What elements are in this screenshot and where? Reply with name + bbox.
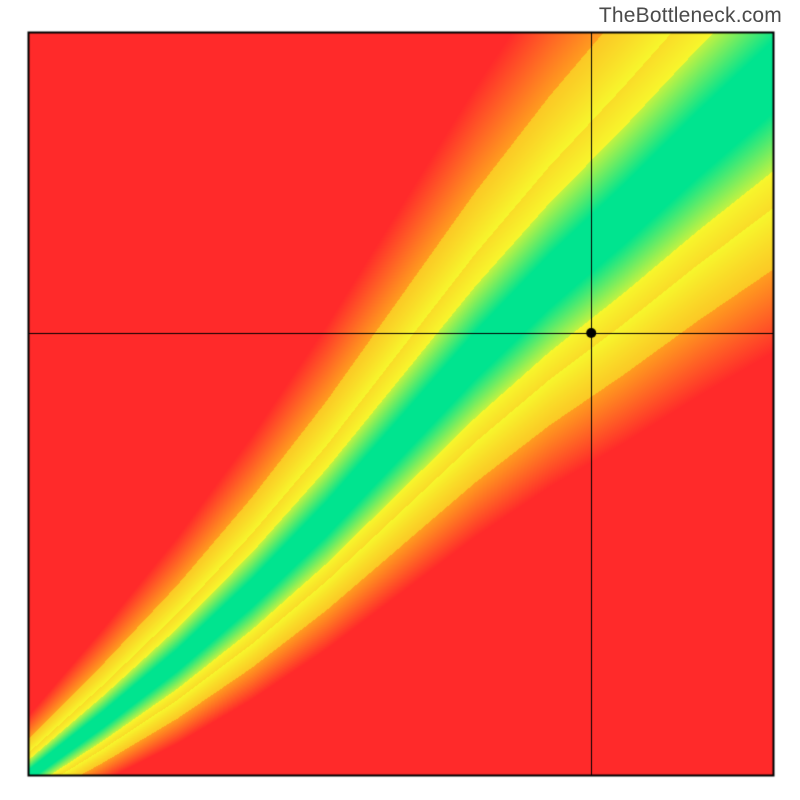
bottleneck-heatmap bbox=[0, 0, 800, 800]
chart-container: TheBottleneck.com bbox=[0, 0, 800, 800]
watermark-text: TheBottleneck.com bbox=[599, 4, 782, 28]
